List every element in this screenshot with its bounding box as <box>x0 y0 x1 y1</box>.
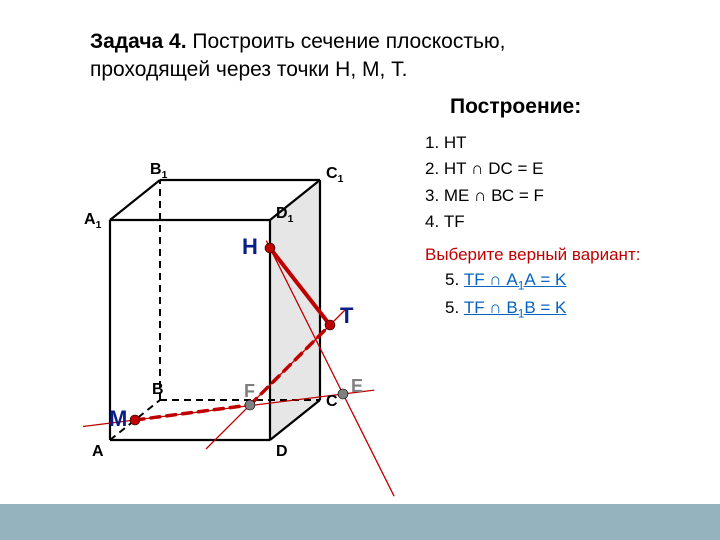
svg-text:Н: Н <box>242 234 258 259</box>
construction-steps: 1. НТ 2. НТ ∩ DС = E 3. ME ∩ ВС = F 4. Т… <box>425 130 544 235</box>
svg-text:С1: С1 <box>326 165 344 185</box>
svg-text:С: С <box>326 393 338 410</box>
svg-text:А: А <box>92 443 104 460</box>
title-bold: Задача 4. <box>90 30 187 53</box>
svg-text:В1: В1 <box>150 161 168 181</box>
choice-1: 5. ТF ∩ А1А = K <box>445 270 566 292</box>
svg-text:D: D <box>276 443 288 460</box>
step-4: 4. ТF <box>425 209 544 235</box>
problem-title: Задача 4. Построить сечение плоскостью, … <box>90 28 590 85</box>
choice-1-num: 5. <box>445 270 464 289</box>
choose-prompt: Выберите верный вариант: <box>425 245 640 265</box>
svg-text:М: М <box>109 406 127 431</box>
prism-diagram: АВСDА1В1С1D1НТМEF <box>30 110 430 510</box>
construction-heading: Построение: <box>450 95 581 119</box>
choice-2-link[interactable]: ТF ∩ В1В = K <box>464 298 566 317</box>
svg-text:Т: Т <box>340 303 354 328</box>
svg-text:А1: А1 <box>84 211 102 231</box>
footer-bar <box>0 504 720 540</box>
step-1: 1. НТ <box>425 130 544 156</box>
choice-2-num: 5. <box>445 298 464 317</box>
thin-construction-lines <box>83 241 394 497</box>
choice-2: 5. ТF ∩ В1В = K <box>445 298 566 320</box>
step-2: 2. НТ ∩ DС = E <box>425 156 544 182</box>
svg-text:E: E <box>351 376 363 396</box>
choice-1-link[interactable]: ТF ∩ А1А = K <box>464 270 566 289</box>
svg-text:F: F <box>244 381 255 401</box>
step-3: 3. ME ∩ ВС = F <box>425 183 544 209</box>
svg-text:В: В <box>152 381 164 398</box>
